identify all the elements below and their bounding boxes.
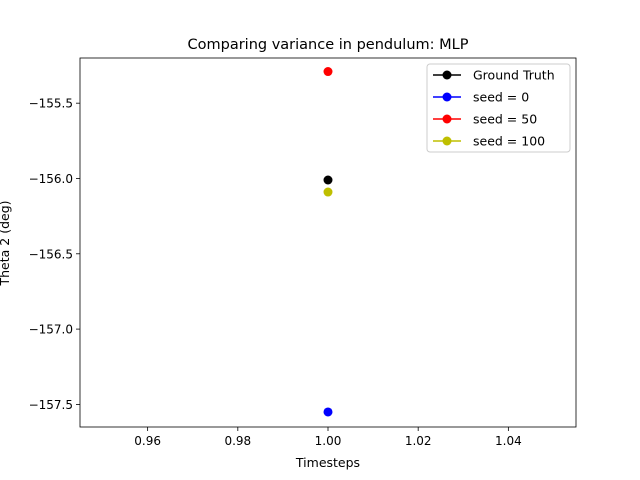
legend-box <box>426 63 571 153</box>
legend: Ground Truth seed = 0 seed = 50 seed = 100 <box>426 63 571 153</box>
x-tick-label: 1.00 <box>315 434 342 448</box>
y-tick-label: −156.0 <box>29 172 73 186</box>
legend-marker <box>442 114 452 124</box>
x-tick-label: 1.04 <box>495 434 522 448</box>
legend-label: seed = 100 <box>473 134 545 149</box>
data-point-series-3 <box>323 187 333 197</box>
x-axis-ticks: 0.96 0.98 1.00 1.02 1.04 <box>134 427 522 448</box>
y-tick-label: −157.0 <box>29 323 73 337</box>
y-tick-label: −156.5 <box>29 247 73 261</box>
data-points <box>323 67 333 417</box>
y-axis-label: Theta 2 (deg) <box>0 200 12 286</box>
x-axis-label: Timesteps <box>295 455 360 470</box>
legend-label: seed = 0 <box>473 90 529 105</box>
legend-marker <box>442 70 452 80</box>
y-axis-ticks: −155.5 −156.0 −156.5 −157.0 −157.5 <box>29 97 80 412</box>
legend-label: Ground Truth <box>473 68 555 83</box>
data-point-series-2 <box>323 67 333 77</box>
legend-entries: Ground Truth seed = 0 seed = 50 seed = 100 <box>433 68 555 149</box>
y-tick-label: −155.5 <box>29 97 73 111</box>
legend-marker <box>442 136 452 146</box>
x-tick-label: 1.02 <box>405 434 432 448</box>
data-point-series-0 <box>323 175 333 185</box>
chart-title: Comparing variance in pendulum: MLP <box>188 37 469 53</box>
x-tick-label: 0.98 <box>224 434 251 448</box>
y-tick-label: −157.5 <box>29 398 73 412</box>
x-tick-label: 0.96 <box>134 434 161 448</box>
legend-label: seed = 50 <box>473 112 537 127</box>
legend-marker <box>442 92 452 102</box>
data-point-series-1 <box>323 407 333 417</box>
